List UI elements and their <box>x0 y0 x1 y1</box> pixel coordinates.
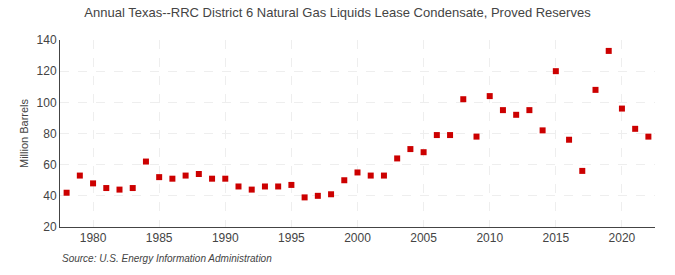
svg-text:120: 120 <box>37 64 57 78</box>
svg-text:1980: 1980 <box>80 231 107 245</box>
svg-text:2015: 2015 <box>542 231 569 245</box>
svg-text:1995: 1995 <box>278 231 305 245</box>
svg-text:1990: 1990 <box>212 231 239 245</box>
svg-text:2020: 2020 <box>609 231 636 245</box>
svg-text:Source: U.S. Energy Informatio: Source: U.S. Energy Information Administ… <box>62 253 272 264</box>
svg-text:1985: 1985 <box>146 231 173 245</box>
svg-text:40: 40 <box>43 189 57 203</box>
svg-text:2010: 2010 <box>476 231 503 245</box>
svg-text:100: 100 <box>37 96 57 110</box>
svg-text:2005: 2005 <box>410 231 437 245</box>
svg-text:80: 80 <box>43 127 57 141</box>
svg-text:2000: 2000 <box>344 231 371 245</box>
svg-text:140: 140 <box>37 33 57 47</box>
svg-text:Annual Texas--RRC District 6 N: Annual Texas--RRC District 6 Natural Gas… <box>84 5 591 20</box>
svg-text:20: 20 <box>43 220 57 234</box>
svg-text:Million Barrels: Million Barrels <box>18 98 30 168</box>
svg-text:60: 60 <box>43 158 57 172</box>
